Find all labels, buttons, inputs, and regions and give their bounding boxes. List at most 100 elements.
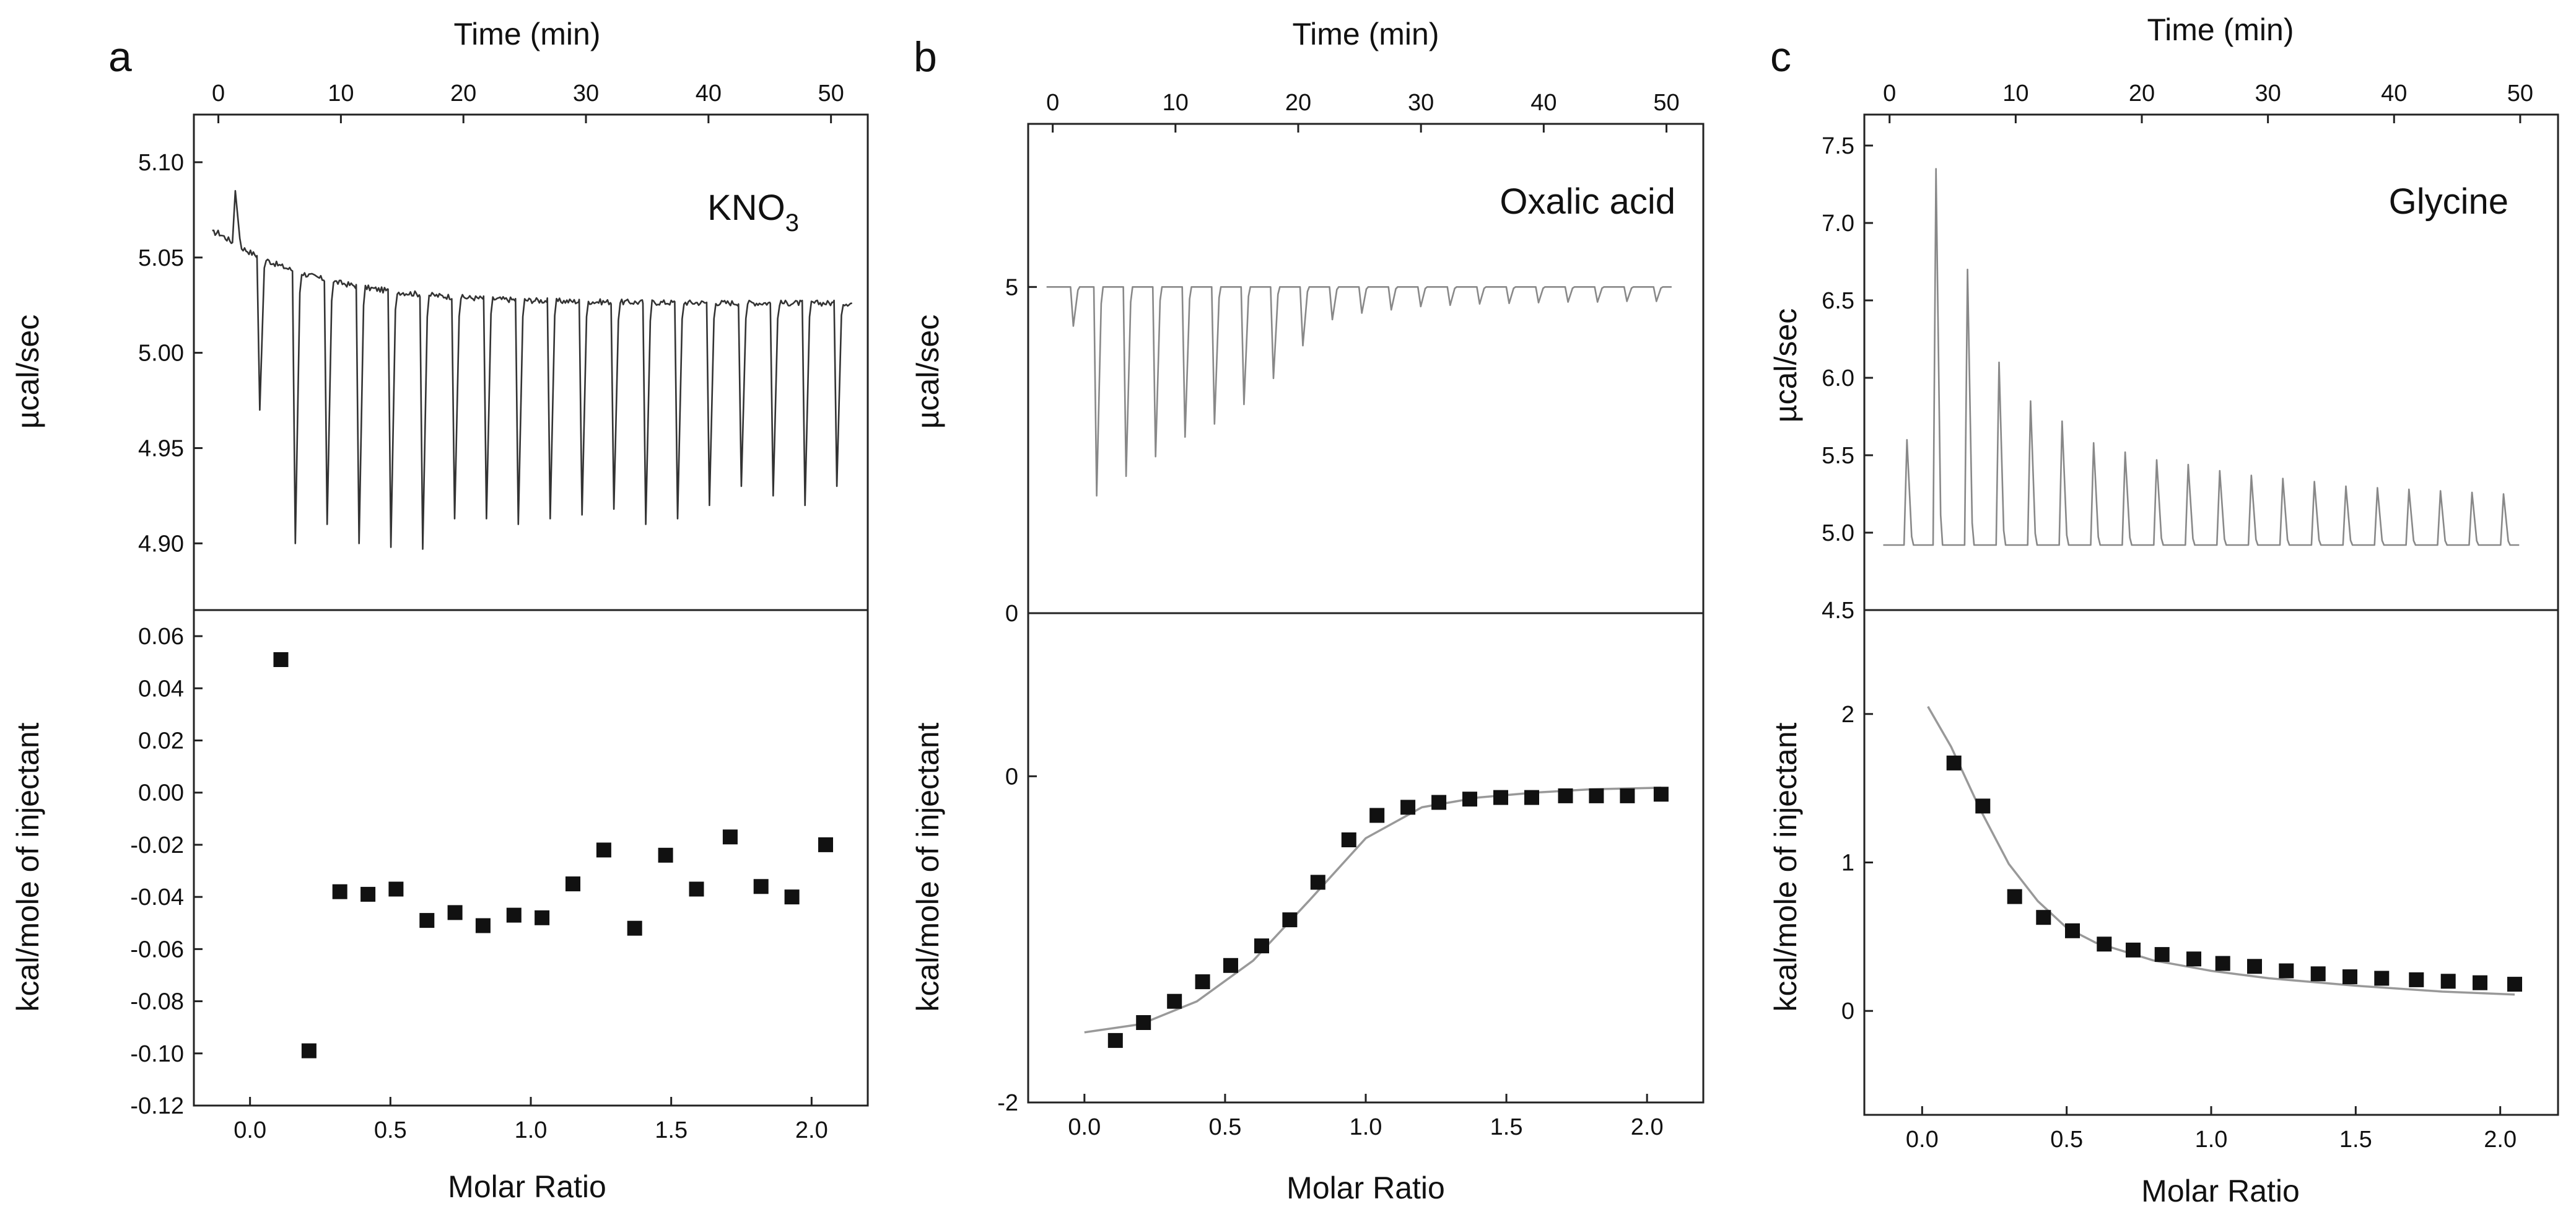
panel-b: b Time (min) Molar Ratio µcal/sec kcal/m… bbox=[910, 17, 1705, 1205]
heat-data-point bbox=[2215, 956, 2230, 971]
heat-data-point bbox=[419, 913, 435, 928]
integrated-heats-b bbox=[1107, 787, 1669, 1048]
thermogram-trace bbox=[212, 190, 852, 550]
bottom-ytick-label: 0.04 bbox=[138, 676, 184, 702]
time-tick-label: 0 bbox=[212, 81, 225, 107]
heat-data-point bbox=[1195, 974, 1210, 990]
bottom-ytick-label: -0.12 bbox=[130, 1093, 184, 1119]
heat-data-point bbox=[1223, 958, 1238, 973]
time-tick-label: 50 bbox=[2507, 81, 2533, 107]
ratio-ticks-b: 0.0 0.5 1.0 1.5 2.0 bbox=[1068, 1094, 1664, 1140]
ratio-tick-label: 1.5 bbox=[2339, 1127, 2372, 1153]
heat-data-point bbox=[1136, 1015, 1151, 1030]
panel-c: c Time (min) Molar Ratio µcal/sec kcal/m… bbox=[1768, 12, 2559, 1208]
time-tick-label: 30 bbox=[1408, 90, 1434, 116]
heat-data-point bbox=[1975, 798, 1991, 814]
ratio-ticks-a: 0.0 0.5 1.0 1.5 2.0 bbox=[234, 1097, 828, 1143]
heat-data-point bbox=[1369, 808, 1385, 823]
top-ylabel-a: µcal/sec bbox=[11, 315, 45, 429]
time-axis-title-b: Time (min) bbox=[1292, 17, 1439, 51]
bottom-ytick-label: 0.06 bbox=[138, 624, 184, 650]
heat-data-point bbox=[1653, 787, 1669, 802]
top-ytick-label: 5.5 bbox=[1822, 443, 1854, 469]
ratio-tick-label: 2.0 bbox=[795, 1117, 828, 1143]
time-tick-label: 10 bbox=[2002, 81, 2028, 107]
heat-data-point bbox=[1310, 875, 1325, 890]
heat-data-point bbox=[1589, 788, 1604, 803]
time-tick-label: 20 bbox=[2129, 81, 2155, 107]
heat-data-point bbox=[2036, 910, 2051, 925]
heat-data-point bbox=[2409, 972, 2424, 987]
time-tick-label: 10 bbox=[328, 81, 354, 107]
time-ticks-a: 0 10 20 30 40 50 bbox=[212, 81, 844, 123]
heat-data-point bbox=[332, 884, 347, 899]
ratio-tick-label: 1.0 bbox=[515, 1117, 548, 1143]
sample-label-a: KNO3 bbox=[707, 188, 799, 237]
time-tick-label: 20 bbox=[450, 81, 476, 107]
time-tick-label: 30 bbox=[573, 81, 599, 107]
ratio-tick-label: 1.5 bbox=[1490, 1114, 1523, 1140]
heat-data-point bbox=[475, 918, 491, 933]
top-ytick-label: 4.95 bbox=[138, 435, 184, 461]
heat-data-point bbox=[1254, 938, 1269, 954]
bottom-ytick-label: -0.02 bbox=[130, 832, 184, 858]
heat-data-point bbox=[2007, 889, 2022, 904]
heat-data-point bbox=[2440, 974, 2456, 989]
ratio-tick-label: 0.5 bbox=[1209, 1114, 1242, 1140]
panel-letter-c: c bbox=[1770, 33, 1791, 81]
heat-data-point bbox=[1400, 800, 1416, 815]
heat-data-point bbox=[2186, 951, 2201, 967]
heat-data-point bbox=[627, 920, 642, 936]
top-ytick-label: 5.10 bbox=[138, 150, 184, 176]
heat-data-point bbox=[689, 881, 704, 897]
bottom-ytick-label: -0.10 bbox=[130, 1041, 184, 1067]
bottom-ytick-label: 0.00 bbox=[138, 780, 184, 806]
heat-data-point bbox=[301, 1043, 317, 1058]
heat-data-point bbox=[2097, 936, 2112, 952]
heat-data-point bbox=[2247, 959, 2262, 974]
heat-data-point bbox=[360, 886, 376, 902]
bottom-yticks-b: -2 0 bbox=[997, 764, 1037, 1116]
ratio-ticks-c: 0.0 0.5 1.0 1.5 2.0 bbox=[1906, 1106, 2517, 1153]
heat-data-point bbox=[273, 652, 289, 667]
time-ticks-b: 0 10 20 30 40 50 bbox=[1046, 90, 1680, 133]
time-tick-label: 0 bbox=[1046, 90, 1059, 116]
heat-data-point bbox=[596, 842, 611, 858]
time-tick-label: 30 bbox=[2255, 81, 2281, 107]
bottom-ytick-label: 0 bbox=[1841, 998, 1854, 1024]
bottom-ylabel-a: kcal/mole of injectant bbox=[11, 722, 45, 1011]
top-ytick-label: 5.05 bbox=[138, 245, 184, 271]
bottom-yticks-a: -0.12 -0.10 -0.08 -0.06 -0.04 -0.02 0.00 0.02 0.… bbox=[130, 624, 203, 1119]
integrated-heats-a bbox=[273, 652, 833, 1058]
sample-label-c: Glycine bbox=[2389, 181, 2508, 222]
heat-data-point bbox=[2126, 942, 2141, 958]
bottom-ylabel-b: kcal/mole of injectant bbox=[910, 722, 945, 1011]
ratio-tick-label: 0.5 bbox=[374, 1117, 407, 1143]
time-tick-label: 50 bbox=[1653, 90, 1679, 116]
time-tick-label: 40 bbox=[696, 81, 722, 107]
heat-data-point bbox=[2473, 975, 2487, 990]
bottom-ytick-label: 0.02 bbox=[138, 728, 184, 754]
time-tick-label: 40 bbox=[2381, 81, 2407, 107]
top-ytick-label: 4.90 bbox=[138, 531, 184, 557]
heat-data-point bbox=[2154, 947, 2170, 962]
heat-data-point bbox=[535, 910, 550, 925]
integrated-heats-c bbox=[1946, 755, 2522, 992]
thermogram-c bbox=[1883, 168, 2520, 546]
heat-data-point bbox=[1558, 788, 1573, 803]
heat-data-point bbox=[1620, 788, 1635, 803]
heat-data-point bbox=[1341, 832, 1356, 847]
time-ticks-c: 0 10 20 30 40 50 bbox=[1883, 81, 2533, 123]
top-yticks-b: 05 bbox=[1005, 274, 1037, 627]
top-ytick-label: 0 bbox=[1005, 601, 1018, 627]
heat-data-point bbox=[506, 907, 522, 923]
time-tick-label: 0 bbox=[1883, 81, 1896, 107]
time-tick-label: 20 bbox=[1285, 90, 1311, 116]
heat-data-point bbox=[2310, 966, 2326, 982]
heat-data-point bbox=[658, 847, 673, 863]
heat-data-point bbox=[753, 879, 769, 894]
top-ytick-label: 7.0 bbox=[1822, 211, 1854, 237]
heat-data-point bbox=[2342, 969, 2357, 985]
heat-data-point bbox=[1431, 795, 1447, 810]
